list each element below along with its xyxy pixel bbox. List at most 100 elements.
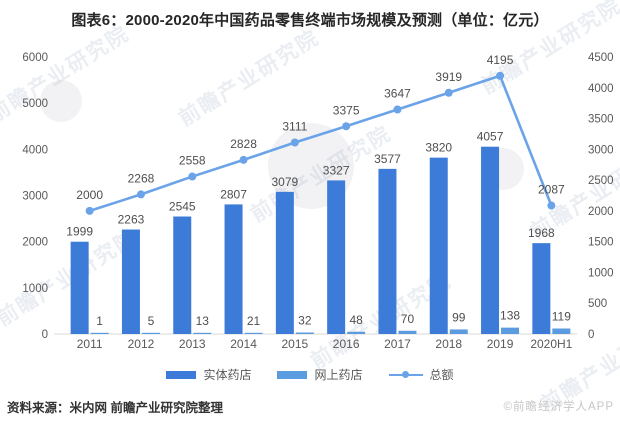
right-axis-tick: 0	[588, 329, 594, 341]
line-value-label: 3111	[282, 120, 307, 134]
x-axis-label: 2012	[128, 337, 155, 351]
bar-value-label: 3820	[425, 141, 452, 155]
market-size-chart: 0 1000 2000 3000 4000 5000 6000 0 500 1000 1500 200…	[22, 52, 614, 351]
bar-online-pharmacy	[449, 329, 468, 334]
bar-value-label: 2807	[220, 187, 247, 201]
line-marker-icon	[444, 88, 453, 97]
bar-value-label: 3079	[271, 175, 298, 189]
line-value-label: 4195	[487, 53, 514, 67]
bar-value-label: 138	[500, 309, 520, 323]
right-axis-tick: 4000	[588, 83, 614, 95]
x-axis-label: 2016	[333, 337, 360, 351]
right-axis-tick: 1500	[588, 237, 614, 249]
bar-online-pharmacy	[552, 328, 571, 334]
bar-online-pharmacy	[90, 332, 109, 334]
x-axis-label: 2015	[281, 337, 308, 351]
right-axis-tick: 4500	[588, 52, 614, 64]
line-marker-icon	[188, 172, 197, 181]
bar-physical-pharmacy	[121, 229, 140, 334]
line-value-label: 3647	[384, 87, 411, 101]
right-axis-tick: 1000	[588, 267, 614, 279]
line-marker-icon	[496, 71, 505, 80]
x-axis-label: 2020H1	[530, 337, 572, 351]
line-value-label: 2087	[538, 183, 565, 197]
bar-physical-pharmacy	[429, 157, 448, 334]
bar-value-label: 21	[247, 314, 261, 328]
line-marker-icon	[85, 206, 94, 215]
bar-physical-pharmacy	[481, 146, 500, 334]
right-axis-tick: 2000	[588, 206, 614, 218]
line-marker-icon	[239, 155, 248, 164]
left-axis-tick: 1000	[22, 283, 48, 295]
right-axis-tick: 3500	[588, 114, 614, 126]
bar-physical-pharmacy	[327, 180, 346, 334]
legend-label-physical-pharmacy: 实体药店	[203, 368, 252, 382]
legend-label-online-pharmacy: 网上药店	[314, 368, 363, 382]
total-line	[89, 74, 553, 213]
line-marker-icon	[136, 190, 145, 199]
legend-line-marker-icon	[388, 370, 423, 379]
left-axis-tick: 0	[42, 329, 48, 341]
line-marker-icon	[342, 122, 351, 131]
x-axis-label: 2018	[435, 337, 462, 351]
x-axis-label: 2019	[487, 337, 514, 351]
chart-title: 图表6：2000-2020年中国药品零售终端市场规模及预测（单位：亿元）	[71, 12, 549, 29]
bar-value-label: 70	[401, 312, 415, 326]
legend-label-total: 总额	[429, 368, 454, 382]
right-axis-tick: 3000	[588, 144, 614, 156]
line-value-label: 2000	[76, 188, 103, 202]
legend-item-online-pharmacy: 网上药店	[277, 366, 363, 383]
line-marker-icon	[393, 105, 402, 114]
bar-online-pharmacy	[295, 332, 314, 334]
chart-legend: 实体药店 网上药店 总额	[0, 366, 620, 383]
bar-online-pharmacy	[501, 327, 520, 334]
bar-value-label: 3577	[374, 152, 401, 166]
legend-item-total: 总额	[388, 366, 454, 383]
right-axis-tick: 500	[588, 298, 607, 310]
line-value-label: 2268	[128, 171, 155, 185]
bar-value-label: 48	[349, 313, 363, 327]
x-axis-label: 2011	[77, 337, 103, 351]
bar-value-label: 2545	[169, 200, 196, 214]
left-axis-tick: 4000	[22, 144, 48, 156]
left-axis-tick: 2000	[22, 237, 48, 249]
bar-physical-pharmacy	[378, 168, 397, 334]
left-axis-tick: 3000	[22, 191, 48, 203]
x-axis-label: 2014	[230, 337, 257, 351]
line-value-label: 3919	[435, 70, 462, 84]
x-axis-label: 2017	[384, 337, 411, 351]
line-value-label: 2828	[230, 137, 257, 151]
brand-watermark: ©前瞻经济学人APP	[503, 401, 614, 413]
bar-value-label: 99	[452, 310, 466, 324]
line-value-label: 2558	[179, 154, 206, 168]
x-axis-label: 2013	[179, 337, 206, 351]
bar-value-label: 3327	[323, 163, 350, 177]
bar-value-label: 1	[96, 314, 103, 328]
bar-online-pharmacy	[347, 331, 366, 334]
bar-physical-pharmacy	[70, 241, 89, 334]
source-note: 资料来源：米内网 前瞻产业研究院整理	[7, 401, 223, 415]
left-axis-tick: 5000	[22, 98, 48, 110]
legend-swatch-online-pharmacy-icon	[277, 370, 308, 379]
bar-value-label: 2263	[118, 213, 145, 227]
bar-value-label: 1968	[528, 226, 555, 240]
bar-physical-pharmacy	[532, 243, 551, 334]
bar-online-pharmacy	[244, 332, 263, 334]
bar-online-pharmacy	[193, 332, 212, 334]
bar-value-label: 13	[196, 314, 210, 328]
bar-online-pharmacy	[141, 332, 160, 334]
bar-value-label: 5	[148, 314, 155, 328]
line-marker-icon	[547, 201, 556, 210]
legend-item-physical-pharmacy: 实体药店	[166, 366, 251, 383]
legend-swatch-physical-pharmacy-icon	[166, 370, 197, 379]
right-axis-tick: 2500	[588, 175, 614, 187]
bar-value-label: 4057	[477, 130, 504, 144]
bar-physical-pharmacy	[224, 204, 243, 334]
bar-physical-pharmacy	[173, 216, 192, 334]
line-value-label: 3375	[333, 103, 360, 117]
bar-value-label: 32	[298, 314, 312, 328]
left-axis-tick: 6000	[22, 52, 48, 64]
bar-online-pharmacy	[398, 330, 417, 334]
bar-physical-pharmacy	[275, 191, 294, 334]
